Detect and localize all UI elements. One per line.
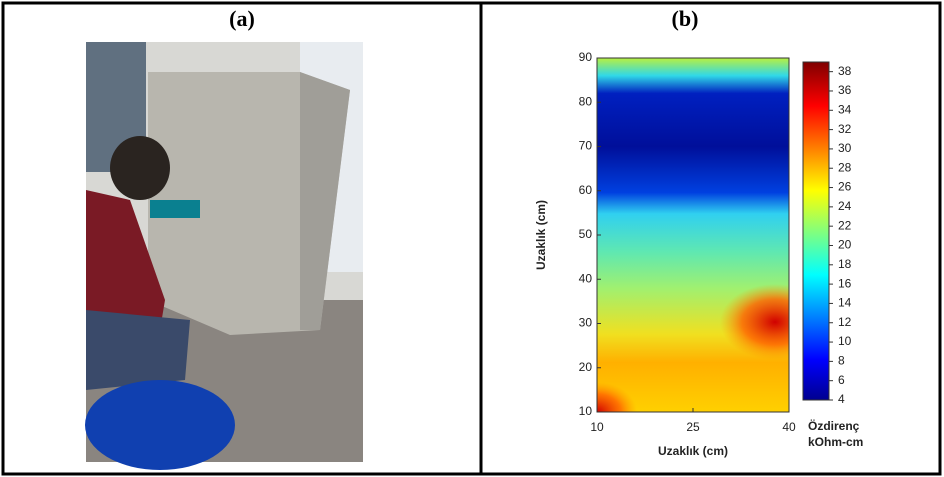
colorbar-tick-label: 30 — [838, 141, 852, 155]
y-tick-label: 90 — [579, 50, 593, 64]
contour-field — [597, 58, 789, 412]
colorbar-tick-label: 28 — [838, 160, 852, 174]
colorbar-tick-label: 4 — [838, 392, 845, 406]
colorbar-title: Özdirenç — [808, 418, 860, 433]
colorbar-tick-label: 22 — [838, 218, 852, 232]
y-tick-label: 80 — [579, 94, 593, 108]
colorbar-tick-label: 16 — [838, 276, 852, 290]
y-tick-label: 40 — [579, 271, 593, 285]
colorbar-tick-label: 32 — [838, 122, 852, 136]
colorbar-tick-label: 38 — [838, 64, 852, 78]
colorbar-tick-label: 24 — [838, 199, 852, 213]
colorbar-tick-label: 10 — [838, 334, 852, 348]
y-tick-label: 70 — [579, 139, 593, 153]
photo — [85, 42, 363, 470]
y-tick-label: 20 — [579, 360, 593, 374]
colorbar-tick-label: 26 — [838, 180, 852, 194]
panel-label: (a) — [229, 6, 255, 31]
colorbar-tick-label: 14 — [838, 296, 852, 310]
x-tick-label: 25 — [686, 420, 700, 434]
colorbar-tick-label: 36 — [838, 83, 852, 97]
panel-label: (b) — [672, 6, 699, 31]
x-tick-label: 10 — [590, 420, 604, 434]
colorbar — [802, 61, 830, 401]
y-axis-label: Uzaklık (cm) — [534, 200, 548, 270]
colorbar-tick-label: 34 — [838, 102, 852, 116]
y-tick-label: 60 — [579, 183, 593, 197]
colorbar-tick-label: 6 — [838, 373, 845, 387]
colorbar-tick-label: 12 — [838, 315, 852, 329]
y-tick-label: 10 — [579, 404, 593, 418]
x-axis-label: Uzaklık (cm) — [658, 444, 728, 458]
colorbar-tick-label: 20 — [838, 238, 852, 252]
y-tick-label: 50 — [579, 227, 593, 241]
colorbar-tick-label: 18 — [838, 257, 852, 271]
y-tick-label: 30 — [579, 316, 593, 330]
colorbar-unit: kOhm-cm — [808, 435, 863, 449]
colorbar-tick-label: 8 — [838, 354, 845, 368]
x-tick-label: 40 — [782, 420, 796, 434]
